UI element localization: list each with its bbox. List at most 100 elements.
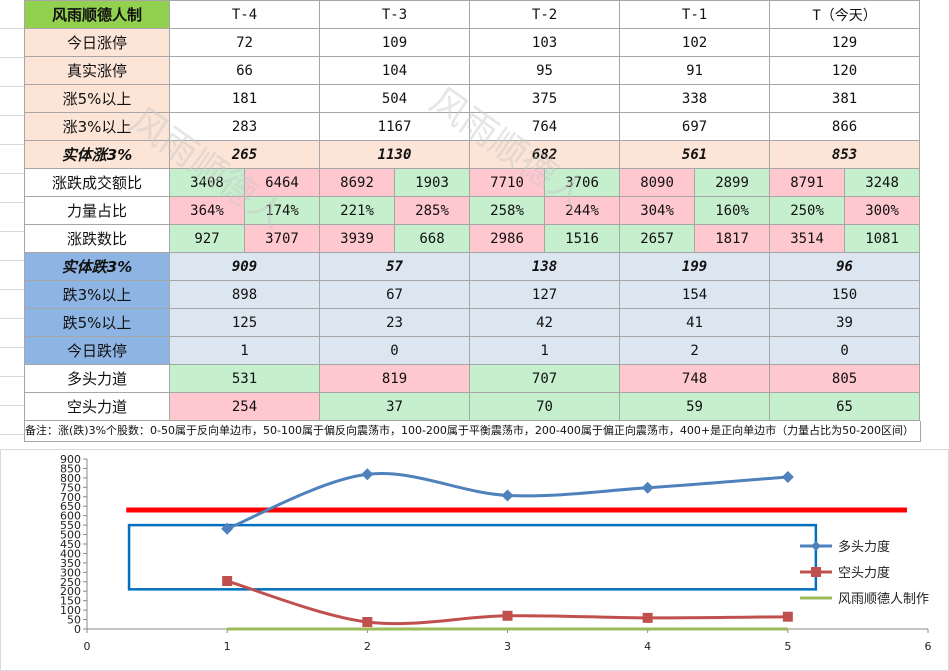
column-header-cell[interactable]: T-4 bbox=[168, 0, 321, 29]
value-cell[interactable]: 67 bbox=[319, 280, 471, 309]
value-cell[interactable]: 764 bbox=[469, 112, 621, 141]
value-cell[interactable]: 1817 bbox=[694, 224, 771, 253]
value-cell[interactable]: 504 bbox=[319, 84, 471, 113]
value-cell[interactable]: 41 bbox=[619, 308, 771, 337]
value-cell[interactable]: 8791 bbox=[769, 168, 846, 197]
value-cell[interactable]: 1 bbox=[469, 336, 621, 365]
value-cell[interactable]: 283 bbox=[168, 112, 321, 141]
row-label-cell[interactable]: 实体跌3% bbox=[24, 252, 170, 281]
value-cell[interactable]: 0 bbox=[319, 336, 471, 365]
value-cell[interactable]: 375 bbox=[469, 84, 621, 113]
value-cell[interactable]: 364% bbox=[169, 196, 245, 225]
value-cell[interactable]: 1130 bbox=[319, 140, 471, 169]
value-cell[interactable]: 3248 bbox=[844, 168, 921, 197]
value-cell[interactable]: 531 bbox=[168, 364, 321, 393]
value-cell[interactable]: 1903 bbox=[394, 168, 471, 197]
value-cell[interactable]: 65 bbox=[769, 392, 921, 421]
value-cell[interactable]: 221% bbox=[319, 196, 396, 225]
value-cell[interactable]: 265 bbox=[168, 140, 321, 169]
value-cell[interactable]: 748 bbox=[619, 364, 771, 393]
value-cell[interactable]: 668 bbox=[394, 224, 471, 253]
table-title-cell[interactable]: 风雨顺德人制 bbox=[24, 0, 170, 29]
value-cell[interactable]: 0 bbox=[769, 336, 921, 365]
row-label-cell[interactable]: 多头力道 bbox=[24, 364, 170, 393]
value-cell[interactable]: 1167 bbox=[319, 112, 471, 141]
row-label-cell[interactable]: 今日跌停 bbox=[24, 336, 170, 365]
value-cell[interactable]: 3706 bbox=[544, 168, 621, 197]
value-cell[interactable]: 2 bbox=[619, 336, 771, 365]
value-cell[interactable]: 96 bbox=[769, 252, 921, 281]
value-cell[interactable]: 39 bbox=[769, 308, 921, 337]
value-cell[interactable]: 66 bbox=[168, 56, 321, 85]
value-cell[interactable]: 7710 bbox=[469, 168, 546, 197]
value-cell[interactable]: 104 bbox=[319, 56, 471, 85]
row-label-cell[interactable]: 今日涨停 bbox=[24, 28, 170, 57]
value-cell[interactable]: 125 bbox=[168, 308, 321, 337]
value-cell[interactable]: 70 bbox=[469, 392, 621, 421]
value-cell[interactable]: 150 bbox=[769, 280, 921, 309]
value-cell[interactable]: 697 bbox=[619, 112, 771, 141]
value-cell[interactable]: 338 bbox=[619, 84, 771, 113]
value-cell[interactable]: 3939 bbox=[319, 224, 396, 253]
value-cell[interactable]: 3514 bbox=[769, 224, 846, 253]
value-cell[interactable]: 909 bbox=[168, 252, 321, 281]
value-cell[interactable]: 866 bbox=[769, 112, 921, 141]
row-label-cell[interactable]: 力量占比 bbox=[24, 196, 170, 225]
column-header-cell[interactable]: T（今天） bbox=[769, 0, 921, 29]
value-cell[interactable]: 23 bbox=[319, 308, 471, 337]
value-cell[interactable]: 127 bbox=[469, 280, 621, 309]
row-label-cell[interactable]: 跌3%以上 bbox=[24, 280, 170, 309]
value-cell[interactable]: 853 bbox=[769, 140, 921, 169]
row-label-cell[interactable]: 跌5%以上 bbox=[24, 308, 170, 337]
value-cell[interactable]: 3408 bbox=[169, 168, 245, 197]
value-cell[interactable]: 42 bbox=[469, 308, 621, 337]
value-cell[interactable]: 154 bbox=[619, 280, 771, 309]
value-cell[interactable]: 300% bbox=[844, 196, 921, 225]
column-header-cell[interactable]: T-3 bbox=[319, 0, 471, 29]
value-cell[interactable]: 2657 bbox=[619, 224, 696, 253]
row-label-cell[interactable]: 涨5%以上 bbox=[24, 84, 170, 113]
row-label-cell[interactable]: 涨跌数比 bbox=[24, 224, 170, 253]
value-cell[interactable]: 2899 bbox=[694, 168, 771, 197]
value-cell[interactable]: 927 bbox=[169, 224, 245, 253]
column-header-cell[interactable]: T-2 bbox=[469, 0, 621, 29]
value-cell[interactable]: 381 bbox=[769, 84, 921, 113]
value-cell[interactable]: 1 bbox=[168, 336, 321, 365]
value-cell[interactable]: 805 bbox=[769, 364, 921, 393]
value-cell[interactable]: 160% bbox=[694, 196, 771, 225]
value-cell[interactable]: 199 bbox=[619, 252, 771, 281]
value-cell[interactable]: 37 bbox=[319, 392, 471, 421]
value-cell[interactable]: 59 bbox=[619, 392, 771, 421]
row-label-cell[interactable]: 空头力道 bbox=[24, 392, 170, 421]
value-cell[interactable]: 6464 bbox=[243, 168, 321, 197]
value-cell[interactable]: 8090 bbox=[619, 168, 696, 197]
value-cell[interactable]: 1516 bbox=[544, 224, 621, 253]
value-cell[interactable]: 254 bbox=[168, 392, 321, 421]
value-cell[interactable]: 819 bbox=[319, 364, 471, 393]
value-cell[interactable]: 561 bbox=[619, 140, 771, 169]
value-cell[interactable]: 304% bbox=[619, 196, 696, 225]
value-cell[interactable]: 102 bbox=[619, 28, 771, 57]
row-label-cell[interactable]: 涨3%以上 bbox=[24, 112, 170, 141]
value-cell[interactable]: 250% bbox=[769, 196, 846, 225]
value-cell[interactable]: 95 bbox=[469, 56, 621, 85]
value-cell[interactable]: 1081 bbox=[844, 224, 921, 253]
row-label-cell[interactable]: 涨跌成交额比 bbox=[24, 168, 170, 197]
value-cell[interactable]: 57 bbox=[319, 252, 471, 281]
value-cell[interactable]: 109 bbox=[319, 28, 471, 57]
value-cell[interactable]: 285% bbox=[394, 196, 471, 225]
value-cell[interactable]: 898 bbox=[168, 280, 321, 309]
value-cell[interactable]: 707 bbox=[469, 364, 621, 393]
value-cell[interactable]: 129 bbox=[769, 28, 921, 57]
value-cell[interactable]: 138 bbox=[469, 252, 621, 281]
value-cell[interactable]: 3707 bbox=[243, 224, 321, 253]
value-cell[interactable]: 682 bbox=[469, 140, 621, 169]
value-cell[interactable]: 244% bbox=[544, 196, 621, 225]
value-cell[interactable]: 181 bbox=[168, 84, 321, 113]
value-cell[interactable]: 120 bbox=[769, 56, 921, 85]
row-label-cell[interactable]: 真实涨停 bbox=[24, 56, 170, 85]
value-cell[interactable]: 103 bbox=[469, 28, 621, 57]
row-label-cell[interactable]: 实体涨3% bbox=[24, 140, 170, 169]
value-cell[interactable]: 2986 bbox=[469, 224, 546, 253]
column-header-cell[interactable]: T-1 bbox=[619, 0, 771, 29]
